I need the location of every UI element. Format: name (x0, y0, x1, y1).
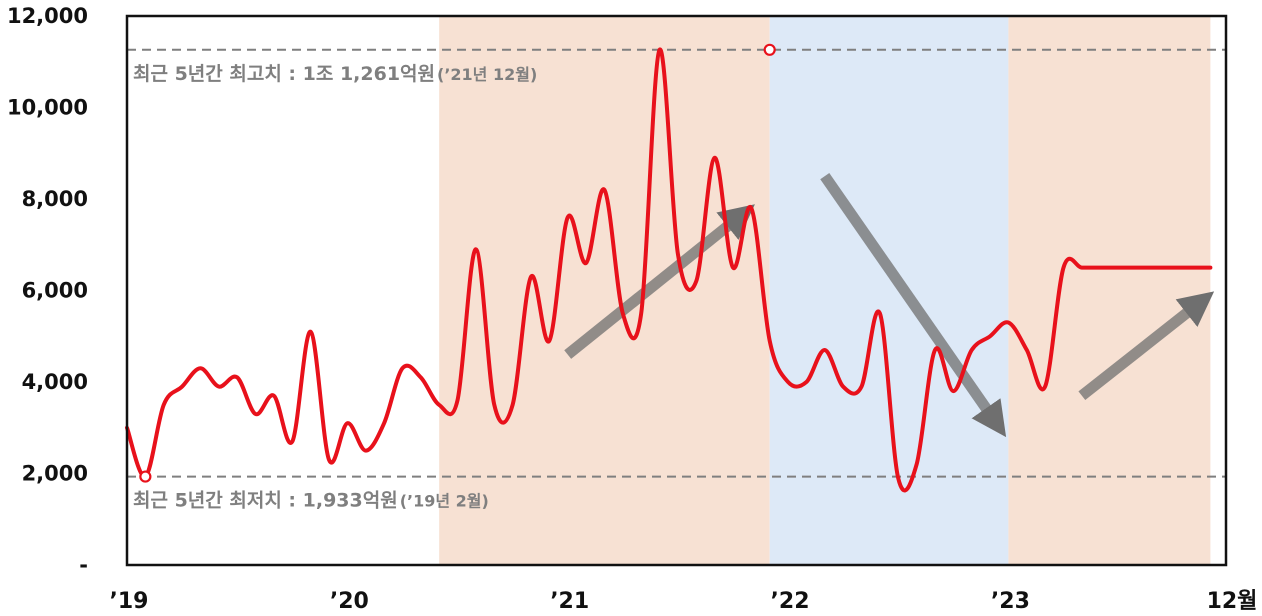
highlight-point (139, 470, 152, 483)
highlight-points (139, 43, 776, 483)
shaded-periods (439, 16, 1211, 565)
x-tick-label: ’22 (771, 589, 810, 614)
reference-label: 최근 5년간 최저치 : 1,933억원 (’19년 2월) (133, 490, 489, 512)
trend-arrow (564, 204, 755, 359)
y-tick-label: 2,000 (22, 462, 88, 486)
plot-frame (125, 14, 1228, 567)
reference-sublabel: (’19년 2월) (400, 492, 489, 511)
shaded-period-up (439, 16, 770, 565)
y-tick-label: 4,000 (22, 370, 88, 394)
y-tick-label: 6,000 (22, 279, 88, 303)
reference-label: 최근 5년간 최고치 : 1조 1,261억원 (’21년 12월) (133, 63, 537, 85)
trend-arrow (1078, 291, 1215, 401)
y-tick-label: - (79, 553, 88, 577)
series-line (125, 47, 1213, 493)
x-tick-label: ’19 (110, 589, 149, 614)
shaded-period-up (1008, 16, 1211, 565)
reference-lines (127, 48, 1226, 478)
shaded-period-down (769, 16, 1009, 565)
x-tick-label: ’20 (330, 589, 369, 614)
x-tick-label: 12월 (1207, 589, 1258, 614)
x-tick-label: ’21 (550, 589, 589, 614)
y-tick-label: 12,000 (7, 4, 88, 28)
series-layer (125, 47, 1213, 493)
x-axis: ’19 ’20 ’21 ’22 ’23 12월 (110, 589, 1258, 614)
reference-annotations: 최근 5년간 최고치 : 1조 1,261억원 (’21년 12월) 최근 5년간 … (133, 63, 537, 512)
reference-sublabel: (’21년 12월) (437, 65, 537, 84)
x-tick-label: ’23 (991, 589, 1030, 614)
y-tick-label: 10,000 (7, 96, 88, 120)
highlight-point (763, 43, 776, 56)
y-tick-label: 8,000 (22, 187, 88, 211)
y-axis: - 2,000 4,000 6,000 8,000 10,000 12,000 (7, 4, 88, 577)
